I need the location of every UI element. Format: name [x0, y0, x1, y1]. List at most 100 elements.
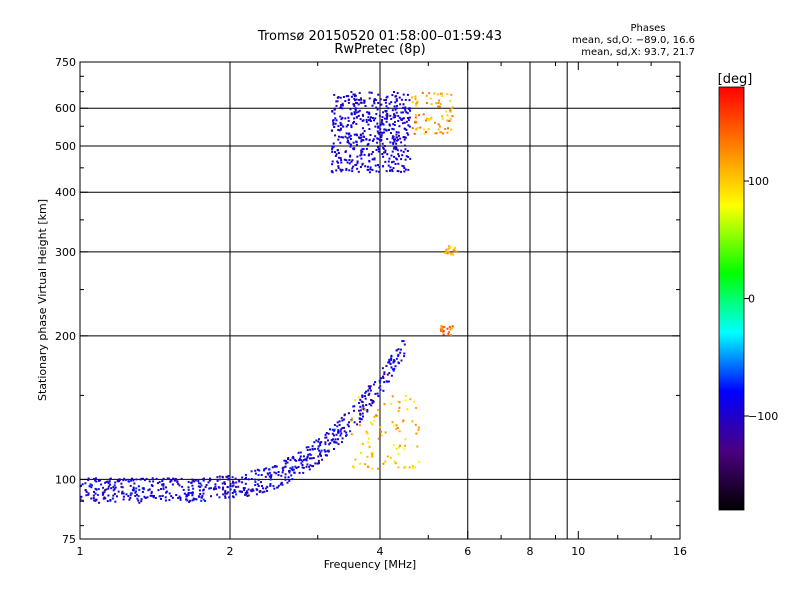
data-point: [337, 156, 340, 159]
data-point: [392, 135, 395, 138]
data-point: [414, 116, 417, 119]
data-point: [189, 499, 192, 502]
colorbar-label: [deg]: [718, 72, 753, 87]
data-point: [118, 479, 121, 482]
data-point: [455, 250, 458, 253]
data-point: [331, 129, 333, 132]
data-point: [395, 104, 398, 107]
data-point: [393, 460, 396, 463]
data-point: [446, 252, 449, 255]
data-point: [371, 423, 374, 426]
data-point: [401, 122, 404, 125]
data-point: [205, 484, 208, 486]
data-point: [315, 439, 318, 442]
data-point: [441, 132, 444, 135]
data-point: [397, 466, 400, 469]
data-point: [384, 160, 387, 163]
data-point: [243, 487, 246, 490]
data-point: [423, 132, 426, 135]
data-point: [292, 455, 295, 458]
data-point: [353, 405, 356, 408]
data-point: [345, 159, 348, 162]
data-point: [94, 477, 97, 480]
data-point: [364, 165, 367, 168]
data-point: [308, 465, 311, 468]
data-point: [354, 164, 357, 167]
data-point: [242, 487, 245, 490]
data-point: [440, 326, 443, 329]
data-point: [367, 154, 370, 157]
data-point: [359, 154, 362, 157]
data-point: [350, 420, 353, 423]
data-point: [390, 357, 393, 360]
data-point: [393, 359, 396, 362]
data-point: [393, 121, 396, 123]
data-point: [334, 122, 337, 125]
data-point: [371, 104, 374, 107]
data-point: [92, 494, 95, 497]
data-point: [393, 155, 396, 158]
data-point: [371, 168, 374, 171]
data-point: [440, 131, 442, 134]
data-point: [227, 475, 230, 477]
data-point: [353, 113, 356, 115]
data-point: [374, 392, 377, 395]
data-point: [341, 437, 344, 440]
data-point: [366, 168, 369, 171]
data-point: [302, 466, 305, 469]
data-point: [353, 120, 355, 123]
data-point: [136, 497, 139, 500]
data-point: [385, 365, 388, 367]
data-point: [387, 107, 390, 110]
data-point: [267, 473, 270, 476]
data-point: [191, 494, 194, 497]
data-point: [402, 103, 405, 106]
data-point: [227, 478, 230, 481]
data-point: [339, 157, 342, 160]
data-point: [275, 465, 278, 468]
data-point: [95, 480, 98, 483]
data-point: [198, 489, 201, 492]
data-point: [256, 483, 259, 486]
data-point: [378, 114, 381, 117]
data-point: [111, 497, 114, 500]
data-point: [367, 123, 370, 126]
data-point: [339, 96, 342, 99]
data-point: [407, 133, 410, 136]
data-point: [337, 166, 340, 169]
data-point: [129, 484, 132, 487]
data-point: [84, 489, 87, 492]
data-point: [408, 125, 411, 128]
data-point: [244, 482, 247, 485]
data-point: [396, 92, 399, 95]
data-point: [401, 154, 404, 157]
data-point: [345, 95, 348, 98]
data-point: [357, 114, 360, 117]
data-point: [284, 473, 287, 476]
data-point: [231, 476, 234, 479]
data-point: [251, 488, 254, 491]
data-point: [225, 492, 228, 495]
x-axis-label: Frequency [MHz]: [324, 558, 416, 571]
data-point: [187, 481, 190, 483]
data-point: [187, 494, 190, 496]
data-point: [342, 125, 344, 128]
data-point: [95, 488, 98, 491]
data-point: [397, 131, 400, 134]
data-point: [309, 464, 312, 467]
data-point: [439, 103, 442, 105]
data-point: [128, 498, 131, 501]
data-point: [383, 131, 386, 134]
data-point: [402, 117, 405, 120]
data-point: [200, 499, 203, 502]
data-point: [124, 478, 127, 481]
data-point: [393, 145, 396, 148]
data-point: [448, 331, 451, 334]
data-point: [332, 142, 335, 145]
data-point: [360, 139, 363, 142]
data-point: [395, 357, 398, 360]
data-point: [350, 91, 353, 93]
data-point: [301, 464, 304, 466]
data-point: [337, 128, 340, 131]
data-point: [209, 477, 211, 480]
